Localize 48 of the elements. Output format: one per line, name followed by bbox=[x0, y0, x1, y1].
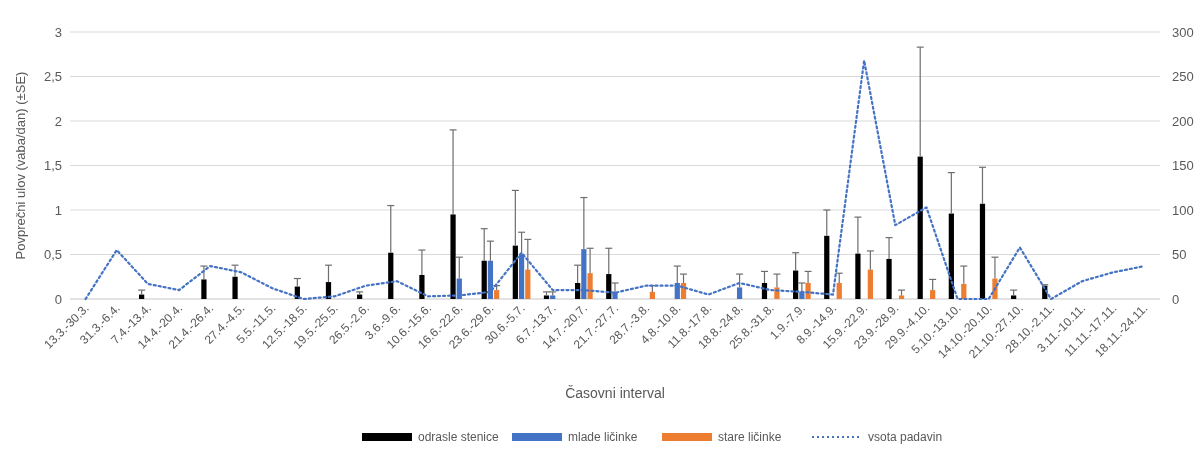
bar bbox=[979, 203, 986, 299]
y-tick-label: 2,5 bbox=[43, 69, 62, 85]
bar bbox=[917, 156, 923, 299]
y2-tick-label: 300 bbox=[1172, 24, 1194, 40]
bar bbox=[898, 295, 905, 299]
bar bbox=[1011, 295, 1017, 299]
bar bbox=[587, 273, 593, 299]
bar bbox=[450, 214, 456, 299]
legend-label: mlade ličinke bbox=[568, 430, 638, 445]
bar bbox=[961, 283, 967, 299]
legend-label: odrasle stenice bbox=[418, 430, 500, 445]
y-tick-label: 0 bbox=[54, 291, 62, 307]
bar bbox=[867, 269, 873, 299]
legend-label: vsota padavin bbox=[868, 430, 943, 445]
line-series bbox=[84, 59, 1146, 301]
bar bbox=[512, 245, 518, 299]
y2-tick-label: 250 bbox=[1172, 69, 1194, 85]
y2-tick-label: 100 bbox=[1172, 202, 1194, 218]
bar bbox=[736, 287, 743, 299]
bar bbox=[886, 258, 892, 299]
bar bbox=[494, 290, 500, 299]
y2-tick-label: 0 bbox=[1172, 291, 1180, 307]
bar bbox=[855, 253, 861, 299]
bar bbox=[649, 291, 655, 299]
bar bbox=[606, 274, 612, 299]
y-tick-label: 3 bbox=[54, 24, 62, 40]
bar bbox=[930, 290, 936, 299]
y2-tick-label: 50 bbox=[1172, 247, 1187, 263]
y-tick-label: 0,5 bbox=[43, 247, 62, 263]
y-tick-label: 2 bbox=[54, 113, 62, 129]
legend-label: stare ličinke bbox=[718, 430, 782, 445]
bar bbox=[232, 276, 238, 299]
x-axis-title: Časovni interval bbox=[565, 385, 665, 401]
y-axis-title: Povprečni ulov (vaba/dan) (±SE) bbox=[13, 71, 28, 260]
bar bbox=[836, 282, 842, 299]
y-tick-label: 1,5 bbox=[43, 158, 62, 174]
y2-tick-label: 150 bbox=[1172, 158, 1194, 174]
bar bbox=[805, 282, 811, 299]
bar bbox=[824, 235, 830, 299]
bar bbox=[543, 295, 550, 299]
bar bbox=[525, 269, 531, 299]
y-tick-label: 1 bbox=[54, 202, 62, 218]
bar bbox=[550, 295, 556, 299]
bar bbox=[481, 260, 487, 299]
bar bbox=[388, 252, 394, 299]
bar bbox=[201, 279, 207, 299]
bar bbox=[419, 274, 425, 299]
y2-tick-label: 200 bbox=[1172, 113, 1194, 129]
